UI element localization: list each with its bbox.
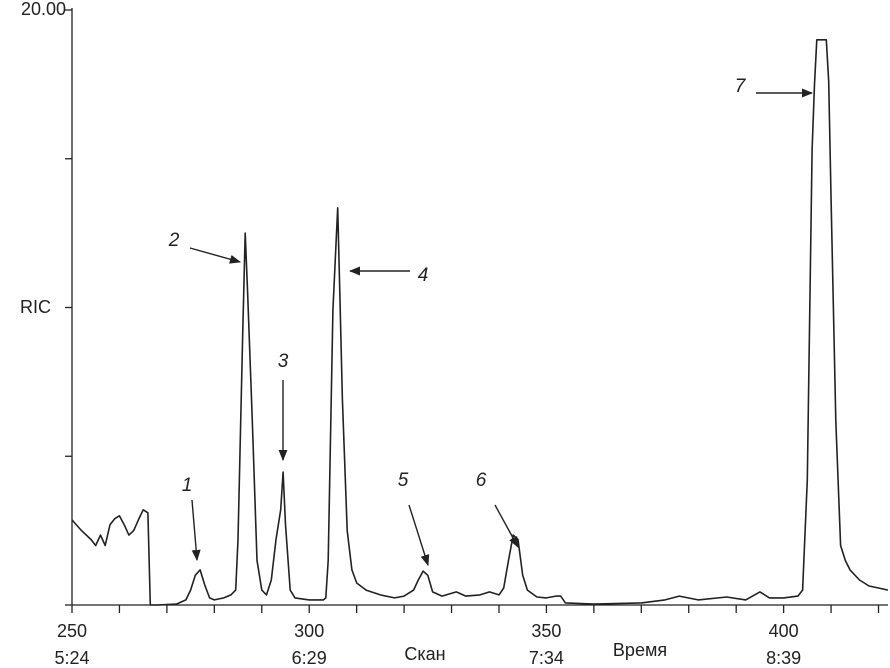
x-tick-label: 400 — [769, 621, 799, 641]
peak-arrow — [494, 504, 519, 548]
signal-line — [71, 39, 889, 606]
peak-label: 7 — [735, 76, 747, 97]
x-tick-time: 8:39 — [766, 648, 801, 668]
x-tick-time: 7:34 — [529, 648, 564, 668]
peak-label: 1 — [182, 475, 193, 496]
peak-label: 3 — [278, 351, 289, 372]
x-tick-label: 350 — [531, 621, 561, 641]
peak-arrow — [408, 504, 430, 567]
y-axis-label: RIC — [20, 297, 51, 317]
x-axis-label-time: Время — [613, 640, 667, 660]
peak-arrow — [191, 499, 201, 562]
y-tick-label: 20.00 — [21, 0, 66, 19]
x-tick-label: 300 — [294, 621, 324, 641]
x-tick-time: 5:24 — [54, 648, 89, 668]
peak-arrow — [189, 247, 242, 264]
x-tick-time: 6:29 — [292, 648, 327, 668]
peak-label: 2 — [168, 230, 180, 251]
peak-label: 5 — [398, 470, 409, 491]
x-tick-label: 250 — [57, 621, 87, 641]
peak-label: 6 — [476, 470, 487, 491]
x-axis-label: Скан — [404, 644, 445, 664]
peak-label: 4 — [418, 265, 429, 286]
